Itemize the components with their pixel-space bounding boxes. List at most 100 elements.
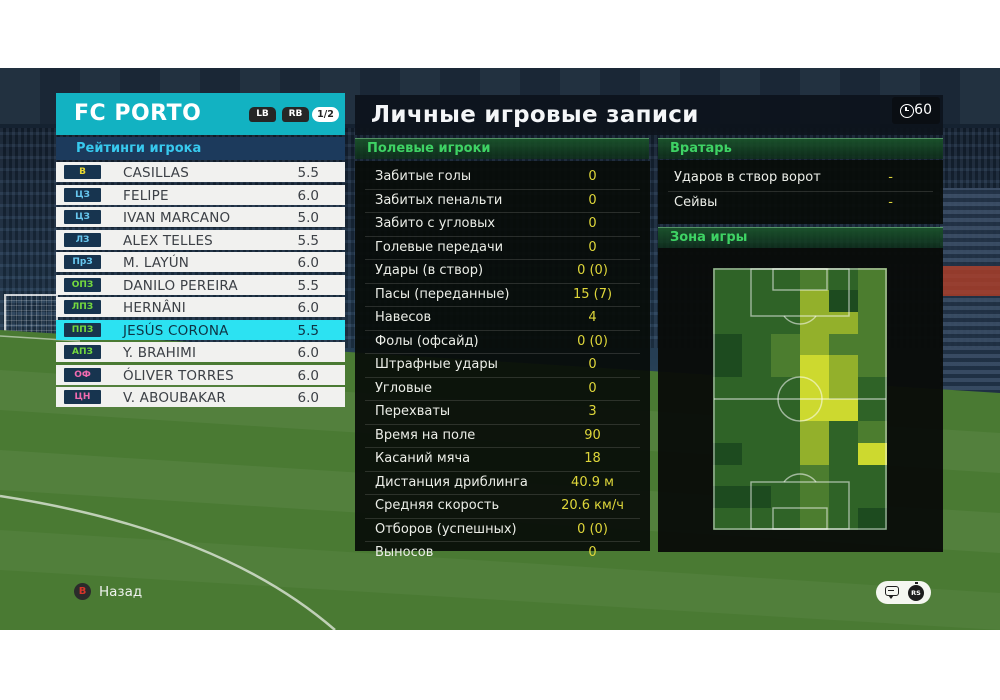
zone-header: Зона игры [658,227,943,248]
player-row[interactable]: ПрЗ M. LAYÚN 6.0 [56,252,345,272]
stat-value: 0 [588,169,597,184]
stat-label: Средняя скорость [375,498,500,513]
team-header: FC PORTO LB RB 1/2 [56,93,345,135]
heatmap-cell [771,355,800,378]
player-row[interactable]: В CASILLAS 5.5 [56,162,345,182]
stat-row: Перехваты 3 [365,401,640,425]
stat-value: 0 [588,545,597,560]
page-indicator: 1/2 [312,107,339,122]
heatmap-cell [829,268,858,290]
rb-button-icon[interactable]: RB [282,107,309,122]
player-row[interactable]: ЛПЗ HERNÂNI 6.0 [56,297,345,317]
heatmap-cell [713,399,742,421]
heatmap-cell [742,377,771,399]
stat-value: 18 [584,451,601,466]
heatmap-cell [858,268,887,290]
stat-label: Угловые [375,380,432,396]
player-rating: 6.0 [297,390,319,406]
player-row[interactable]: ЦЗ IVAN MARCANO 5.0 [56,207,345,227]
heatmap-cell [713,508,742,530]
stat-label: Дистанция дриблинга [375,474,528,490]
heatmap-cell [713,486,742,509]
heatmap-cell [713,442,742,465]
stat-label: Фолы (офсайд) [375,333,479,349]
heatmap-cell [713,377,742,399]
position-badge: ЦН [64,390,101,404]
player-row[interactable]: ОПЗ DANILO PEREIRA 5.5 [56,274,345,295]
stat-value: - [888,195,893,210]
player-row[interactable]: ЦЗ FELIPE 6.0 [56,184,345,205]
chat-bubble-icon [885,586,899,599]
stat-label: Удары (в створ) [375,263,484,278]
stat-label: Выносов [375,545,434,560]
stat-label: Сейвы [674,195,718,210]
heatmap-cell [771,333,800,356]
match-minute: 60 [914,102,932,118]
heatmap-cell [829,399,858,421]
heatmap-cell [742,355,771,378]
stat-label: Забитые голы [375,169,472,184]
chat-stick-pill[interactable]: RS [876,581,931,604]
heatmap-cell [713,420,742,443]
player-row-selected[interactable]: ППЗ JESÚS CORONA 5.5 [56,319,345,340]
heatmap-cell [829,508,858,530]
heatmap-cell [742,399,771,421]
player-row[interactable]: ОФ ÓLIVER TORRES 6.0 [56,364,345,385]
player-row[interactable]: ЛЗ ALEX TELLES 5.5 [56,229,345,250]
player-rating: 5.5 [297,165,319,181]
stat-row: Дистанция дриблинга 40.9 м [365,472,640,495]
zone-header-label: Зона игры [670,230,748,245]
stadium-banner [942,266,1000,296]
heatmap-cell [800,508,829,530]
heatmap-cell [742,311,771,334]
heatmap-cell [800,420,829,443]
heatmap-cell [800,464,829,487]
stat-value: 0 [588,192,597,208]
heatmap-cell [829,355,858,378]
heatmap-cell [800,289,829,312]
stat-label: Отборов (успешных) [375,521,517,537]
game-screen: FC PORTO LB RB 1/2 Рейтинги игрока В CAS… [0,68,1000,630]
field-players-header-label: Полевые игроки [367,141,491,156]
player-name: CASILLAS [123,165,189,181]
heatmap-cell [858,464,887,487]
heatmap-cell [829,420,858,443]
heatmap-cell [858,420,887,443]
heatmap-cell [713,464,742,487]
stat-row: Отборов (успешных) 0 (0) [365,519,640,542]
position-badge: АПЗ [64,345,101,359]
heatmap-cell [713,355,742,378]
pitch-lines [713,268,887,530]
stat-row: Сейвы - [668,192,933,216]
player-name: V. ABOUBAKAR [123,390,226,406]
heatmap-cell [713,311,742,334]
player-rating: 6.0 [297,255,319,271]
heatmap-cell [858,377,887,399]
stat-row: Средняя скорость 20.6 км/ч [365,495,640,519]
heatmap-grid [713,268,887,530]
zone-panel [658,248,943,552]
page-title: Личные игровые записи [371,102,699,128]
heatmap-cell [742,268,771,290]
heatmap-cell [829,442,858,465]
position-badge: ЛПЗ [64,300,101,314]
b-button-icon: B [74,583,91,600]
heatmap-cell [742,289,771,312]
position-badge: ОФ [64,367,101,382]
player-row[interactable]: ЦН V. ABOUBAKAR 6.0 [56,387,345,407]
lb-button-icon[interactable]: LB [249,107,276,122]
field-players-header: Полевые игроки [355,138,649,159]
heatmap-cell [742,420,771,443]
player-rating: 6.0 [297,187,319,204]
player-row[interactable]: АПЗ Y. BRAHIMI 6.0 [56,342,345,362]
heatmap-cell [829,464,858,487]
stat-row: Фолы (офсайд) 0 (0) [365,331,640,354]
goal-net [4,294,58,336]
heatmap-cell [771,464,800,487]
heatmap-cell [742,486,771,509]
stat-row: Время на поле 90 [365,425,640,448]
ratings-header-label: Рейтинги игрока [76,141,202,156]
heatmap-cell [858,442,887,465]
stat-label: Ударов в створ ворот [674,170,821,185]
match-clock-badge: 60 [892,97,940,124]
